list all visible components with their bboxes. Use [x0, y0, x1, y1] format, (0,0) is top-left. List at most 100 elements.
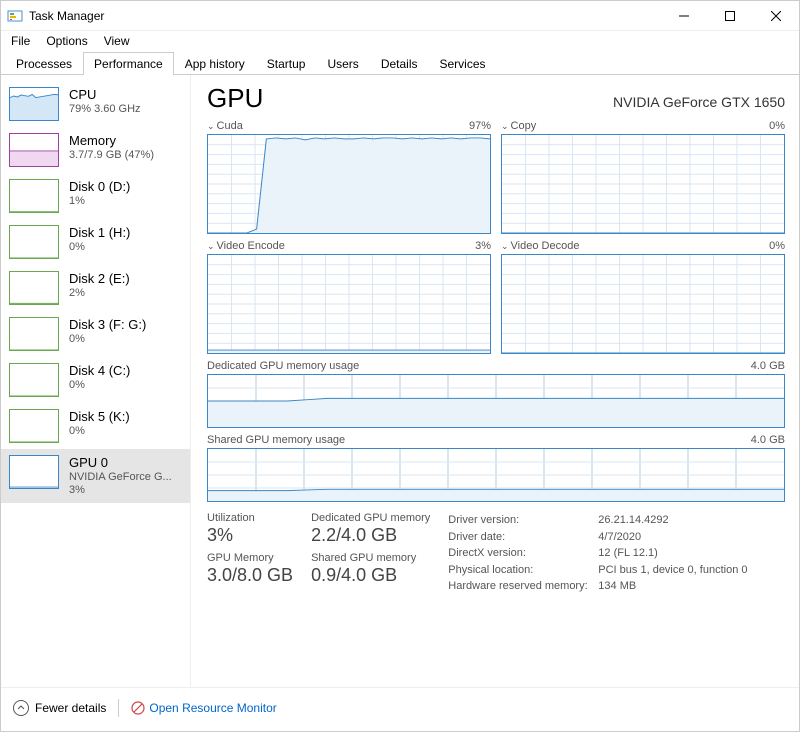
chart-video-encode[interactable]: ⌄Video Encode 3% [207, 240, 491, 354]
sidebar-item-disk-2-e-[interactable]: Disk 2 (E:)2% [1, 265, 190, 311]
chart-value: 0% [769, 240, 785, 252]
window-controls [661, 1, 799, 31]
stat-value: 2.2/4.0 GB [311, 525, 430, 546]
chevron-down-icon[interactable]: ⌄ [501, 121, 509, 132]
app-icon [7, 8, 23, 24]
sidebar-thumb [9, 409, 59, 443]
detail-header: GPU NVIDIA GeForce GTX 1650 [207, 83, 785, 114]
sidebar-item-title: Disk 0 (D:) [69, 179, 130, 195]
menu-options[interactable]: Options [38, 32, 95, 50]
chevron-down-icon[interactable]: ⌄ [207, 121, 215, 132]
tabbar: Processes Performance App history Startu… [1, 51, 799, 75]
menu-view[interactable]: View [96, 32, 138, 50]
window-title: Task Manager [29, 9, 661, 23]
sidebar-item-disk-0-d-[interactable]: Disk 0 (D:)1% [1, 173, 190, 219]
stat-label: Shared GPU memory [311, 552, 430, 564]
tab-performance[interactable]: Performance [83, 52, 174, 75]
info-row: Driver version:26.21.14.4292 [448, 512, 747, 529]
chart-label: Cuda [217, 120, 243, 132]
sidebar-thumb [9, 455, 59, 489]
chart-copy[interactable]: ⌄Copy 0% [501, 120, 785, 234]
sidebar-item-memory[interactable]: Memory3.7/7.9 GB (47%) [1, 127, 190, 173]
tab-services[interactable]: Services [429, 52, 497, 75]
chart-shared-mem[interactable]: Shared GPU memory usage 4.0 GB [207, 434, 785, 502]
tab-users[interactable]: Users [316, 52, 369, 75]
sidebar-item-title: Disk 5 (K:) [69, 409, 130, 425]
sidebar-item-sub: 79% 3.60 GHz [69, 103, 141, 116]
sidebar-item-title: Memory [69, 133, 154, 149]
sidebar-item-sub: 0% [69, 425, 130, 438]
menu-file[interactable]: File [3, 32, 38, 50]
info-key: Driver version: [448, 512, 598, 529]
sidebar-item-gpu-0[interactable]: GPU 0NVIDIA GeForce G...3% [1, 449, 190, 503]
open-resource-monitor-link[interactable]: Open Resource Monitor [131, 701, 276, 715]
detail-subtitle: NVIDIA GeForce GTX 1650 [613, 94, 785, 110]
info-value: 12 (FL 12.1) [598, 547, 658, 559]
info-value: 4/7/2020 [598, 531, 641, 543]
tab-app-history[interactable]: App history [174, 52, 256, 75]
menubar: File Options View [1, 31, 799, 51]
minimize-button[interactable] [661, 1, 707, 31]
stat-value: 0.9/4.0 GB [311, 565, 430, 586]
sidebar-item-sub: 0% [69, 241, 130, 254]
sidebar-thumb [9, 87, 59, 121]
fewer-details-button[interactable]: Fewer details [13, 700, 106, 716]
sidebar-item-sub2: 3% [69, 484, 172, 497]
tab-startup[interactable]: Startup [256, 52, 317, 75]
sidebar-item-title: Disk 2 (E:) [69, 271, 130, 287]
info-value: 26.21.14.4292 [598, 514, 668, 526]
close-button[interactable] [753, 1, 799, 31]
sidebar-item-disk-1-h-[interactable]: Disk 1 (H:)0% [1, 219, 190, 265]
stat-utilization: Utilization 3% [207, 512, 293, 546]
chart-value: 4.0 GB [751, 434, 785, 446]
sidebar-thumb [9, 317, 59, 351]
tab-processes[interactable]: Processes [5, 52, 83, 75]
stat-gpu-memory: GPU Memory 3.0/8.0 GB [207, 552, 293, 586]
sidebar-item-sub: 2% [69, 287, 130, 300]
tab-details[interactable]: Details [370, 52, 429, 75]
info-key: Hardware reserved memory: [448, 578, 598, 595]
divider [118, 699, 119, 717]
chart-dedicated-mem[interactable]: Dedicated GPU memory usage4.0 GB [207, 360, 785, 428]
sidebar-item-sub: NVIDIA GeForce G... [69, 471, 172, 484]
sidebar-item-title: GPU 0 [69, 455, 172, 471]
stats-row: Utilization 3% GPU Memory 3.0/8.0 GB Ded… [207, 512, 785, 595]
info-column: Driver version:26.21.14.4292Driver date:… [448, 512, 747, 595]
sidebar-item-disk-4-c-[interactable]: Disk 4 (C:)0% [1, 357, 190, 403]
info-value: 134 MB [598, 580, 636, 592]
chevron-up-icon [13, 700, 29, 716]
sidebar-item-cpu[interactable]: CPU79% 3.60 GHz [1, 81, 190, 127]
main: CPU79% 3.60 GHzMemory3.7/7.9 GB (47%)Dis… [1, 75, 799, 687]
chart-value: 0% [769, 120, 785, 132]
info-key: Physical location: [448, 562, 598, 579]
chart-cuda[interactable]: ⌄Cuda 97% [207, 120, 491, 234]
sidebar-item-disk-3-f-g-[interactable]: Disk 3 (F: G:)0% [1, 311, 190, 357]
chart-grid: ⌄Cuda97% ⌄Copy0% ⌄Video Encode3% ⌄Video … [207, 120, 785, 502]
stat-value: 3.0/8.0 GB [207, 565, 293, 586]
maximize-button[interactable] [707, 1, 753, 31]
sidebar-thumb [9, 179, 59, 213]
info-key: DirectX version: [448, 545, 598, 562]
sidebar-thumb [9, 271, 59, 305]
stat-dedicated: Dedicated GPU memory 2.2/4.0 GB [311, 512, 430, 546]
stat-label: Dedicated GPU memory [311, 512, 430, 524]
info-value: PCI bus 1, device 0, function 0 [598, 564, 747, 576]
fewer-details-label: Fewer details [35, 701, 106, 715]
sidebar-item-disk-5-k-[interactable]: Disk 5 (K:)0% [1, 403, 190, 449]
chart-label: Shared GPU memory usage [207, 434, 345, 446]
chevron-down-icon[interactable]: ⌄ [501, 241, 509, 252]
stat-label: GPU Memory [207, 552, 293, 564]
chart-value: 97% [469, 120, 491, 132]
sidebar-item-title: CPU [69, 87, 141, 103]
sidebar-item-sub: 0% [69, 333, 146, 346]
stat-shared: Shared GPU memory 0.9/4.0 GB [311, 552, 430, 586]
chart-label: Video Encode [217, 240, 285, 252]
sidebar-item-title: Disk 4 (C:) [69, 363, 130, 379]
chart-label: Copy [511, 120, 537, 132]
chart-video-decode[interactable]: ⌄Video Decode0% [501, 240, 785, 354]
chevron-down-icon[interactable]: ⌄ [207, 241, 215, 252]
sidebar-thumb [9, 225, 59, 259]
chart-value: 3% [475, 240, 491, 252]
detail-title: GPU [207, 83, 263, 114]
sidebar-item-sub: 1% [69, 195, 130, 208]
